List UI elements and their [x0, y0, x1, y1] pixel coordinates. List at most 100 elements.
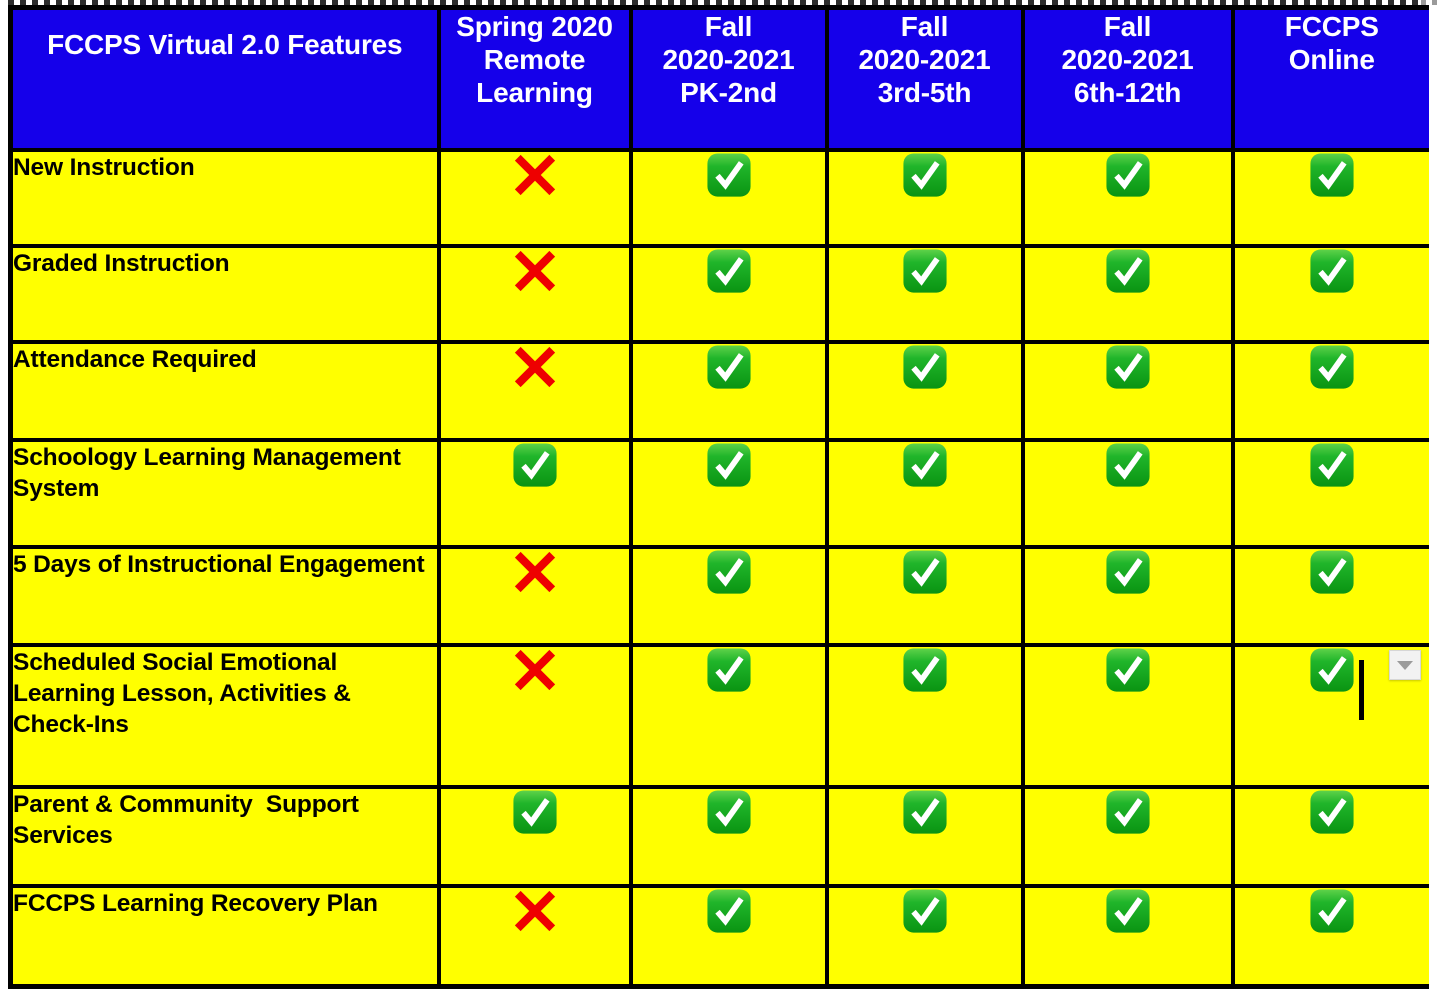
mark-cell: [436, 339, 633, 442]
mark-cell: [1230, 784, 1429, 888]
mark-cell: [824, 243, 1025, 344]
mark-cell: [436, 642, 633, 789]
column-header-fccps-online: FCCPS Online: [1230, 5, 1429, 152]
mark-cell: [1020, 339, 1235, 442]
mark-cell: [1020, 147, 1235, 248]
mark-cell: [824, 339, 1025, 442]
column-header-feature: FCCPS Virtual 2.0 Features: [8, 5, 441, 152]
mark-cell: [824, 784, 1025, 888]
white-check-mark-icon: [902, 248, 948, 293]
white-check-mark-icon: [902, 789, 948, 834]
white-check-mark-icon: [1309, 442, 1355, 487]
mark-cell: [824, 544, 1025, 647]
white-check-mark-icon: [1309, 789, 1355, 834]
cross-mark-icon: [512, 152, 558, 195]
cross-mark-icon: [512, 888, 558, 931]
mark-cell: [436, 784, 633, 888]
cross-mark-icon: [512, 549, 558, 592]
text-cursor-caret: [1358, 659, 1364, 720]
mark-cell: [1020, 437, 1235, 549]
table-row: New Instruction: [8, 147, 1429, 248]
white-check-mark-icon: [706, 789, 752, 834]
mark-cell: [1230, 147, 1429, 248]
white-check-mark-icon: [902, 549, 948, 594]
mark-cell: [1020, 243, 1235, 344]
feature-comparison-table: FCCPS Virtual 2.0 Features Spring 2020 R…: [8, 5, 1429, 989]
mark-cell: [1020, 784, 1235, 888]
feature-label: 5 Days of Instructional Engagement: [8, 544, 441, 647]
table-row: Schoology Learning Management System: [8, 437, 1429, 549]
white-check-mark-icon: [1105, 888, 1151, 933]
white-check-mark-icon: [1105, 549, 1151, 594]
feature-label: Scheduled Social Emotional Learning Less…: [8, 642, 441, 789]
feature-label: Graded Instruction: [8, 243, 441, 344]
column-header-fall-pk-2nd: Fall 2020-2021 PK-2nd: [628, 5, 829, 152]
white-check-mark-icon: [902, 888, 948, 933]
white-check-mark-icon: [1309, 344, 1355, 389]
selection-border-ants-tail: [1421, 0, 1437, 5]
white-check-mark-icon: [902, 647, 948, 692]
white-check-mark-icon: [1105, 789, 1151, 834]
table-row: Attendance Required: [8, 339, 1429, 442]
mark-cell: [824, 147, 1025, 248]
cross-mark-icon: [512, 248, 558, 291]
column-header-fall-6th-12th: Fall 2020-2021 6th-12th: [1020, 5, 1235, 152]
table-body: New Instruction Graded Instruction: [8, 147, 1429, 989]
mark-cell: [436, 544, 633, 647]
white-check-mark-icon: [706, 248, 752, 293]
selection-border-ants: [8, 0, 1429, 5]
mark-cell: [1230, 883, 1429, 989]
feature-label: Parent & Community Support Services: [8, 784, 441, 888]
white-check-mark-icon: [706, 647, 752, 692]
mark-cell: [436, 243, 633, 344]
mark-cell: [436, 147, 633, 248]
table-row: 5 Days of Instructional Engagement: [8, 544, 1429, 647]
mark-cell: [824, 642, 1025, 789]
table-row: Scheduled Social Emotional Learning Less…: [8, 642, 1429, 789]
white-check-mark-icon: [706, 888, 752, 933]
white-check-mark-icon: [1309, 888, 1355, 933]
white-check-mark-icon: [1309, 152, 1355, 197]
white-check-mark-icon: [1309, 248, 1355, 293]
mark-cell: [1230, 437, 1429, 549]
mark-cell: [1230, 243, 1429, 344]
mark-cell: [628, 544, 829, 647]
table-row: Graded Instruction: [8, 243, 1429, 344]
white-check-mark-icon: [512, 442, 558, 487]
cross-mark-icon: [512, 647, 558, 690]
table-header: FCCPS Virtual 2.0 Features Spring 2020 R…: [8, 5, 1429, 152]
column-header-fall-3rd-5th: Fall 2020-2021 3rd-5th: [824, 5, 1025, 152]
white-check-mark-icon: [1105, 647, 1151, 692]
feature-label: New Instruction: [8, 147, 441, 248]
mark-cell: [1020, 642, 1235, 789]
white-check-mark-icon: [1105, 442, 1151, 487]
dropdown-button[interactable]: [1389, 650, 1421, 680]
comparison-table-container: FCCPS Virtual 2.0 Features Spring 2020 R…: [8, 5, 1429, 999]
white-check-mark-icon: [1105, 248, 1151, 293]
white-check-mark-icon: [1309, 647, 1355, 692]
mark-cell: [1230, 339, 1429, 442]
mark-cell: [1020, 544, 1235, 647]
mark-cell: [824, 437, 1025, 549]
feature-label: FCCPS Learning Recovery Plan: [8, 883, 441, 989]
feature-label: Schoology Learning Management System: [8, 437, 441, 549]
white-check-mark-icon: [706, 152, 752, 197]
white-check-mark-icon: [706, 344, 752, 389]
chevron-down-icon: [1397, 660, 1413, 670]
mark-cell: [628, 437, 829, 549]
feature-label: Attendance Required: [8, 339, 441, 442]
mark-cell: [628, 642, 829, 789]
white-check-mark-icon: [1105, 344, 1151, 389]
mark-cell: [1230, 544, 1429, 647]
table-row: FCCPS Learning Recovery Plan: [8, 883, 1429, 989]
white-check-mark-icon: [902, 442, 948, 487]
cross-mark-icon: [512, 344, 558, 387]
white-check-mark-icon: [902, 152, 948, 197]
white-check-mark-icon: [1309, 549, 1355, 594]
mark-cell: [436, 437, 633, 549]
mark-cell: [628, 883, 829, 989]
white-check-mark-icon: [706, 549, 752, 594]
white-check-mark-icon: [512, 789, 558, 834]
white-check-mark-icon: [1105, 152, 1151, 197]
